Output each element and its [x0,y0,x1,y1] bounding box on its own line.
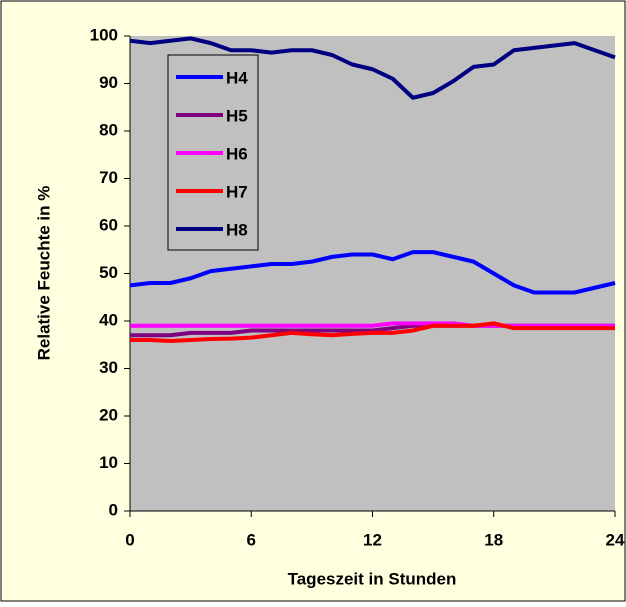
x-tick-label: 0 [125,530,134,549]
y-axis-label: Relative Feuchte in % [34,186,53,361]
legend-label: H4 [226,68,248,87]
y-tick-label: 90 [99,73,118,92]
y-tick-label: 20 [99,405,118,424]
legend-label: H6 [226,144,248,163]
y-tick-label: 30 [99,358,118,377]
y-tick-label: 70 [99,168,118,187]
y-tick-label: 80 [99,120,118,139]
y-tick-label: 100 [90,25,118,44]
line-series [129,250,616,295]
x-tick-label: 12 [363,530,382,549]
x-tick-label: 18 [484,530,503,549]
y-tick-label: 10 [99,453,118,472]
legend-label: H5 [226,106,248,125]
x-tick-label: 6 [247,530,256,549]
y-tick-label: 40 [99,310,118,329]
y-tick-label: 60 [99,215,118,234]
line-series [130,321,615,343]
y-tick-label: 50 [99,263,118,282]
legend-label: H8 [226,220,248,239]
line-series [129,36,616,100]
line-series [130,321,615,328]
x-axis-label: Tageszeit in Stunden [288,569,457,588]
y-tick-label: 0 [109,500,118,519]
legend-label: H7 [226,182,248,201]
x-tick-label: 24 [606,530,625,549]
